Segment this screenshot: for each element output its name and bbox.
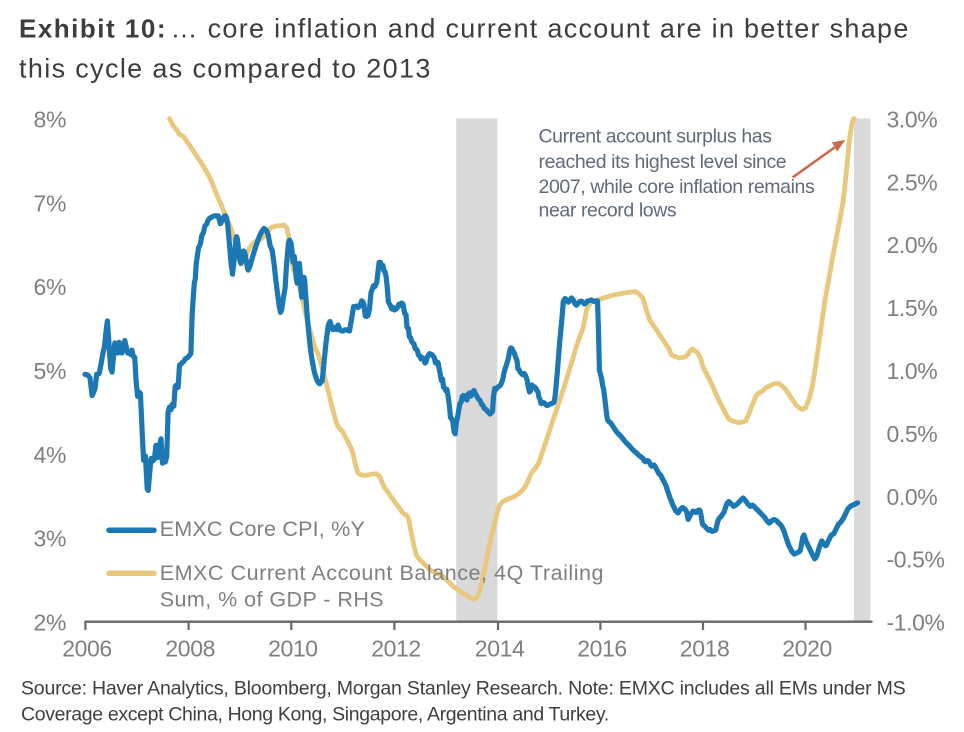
svg-text:-0.5%: -0.5% — [887, 547, 945, 573]
svg-text:1.5%: 1.5% — [887, 295, 938, 321]
svg-text:Exhibit 10:: Exhibit 10: — [19, 14, 167, 44]
svg-text:2012: 2012 — [371, 636, 421, 662]
svg-text:2008: 2008 — [165, 636, 215, 662]
svg-text:5%: 5% — [34, 358, 66, 384]
svg-text:EMXC Core CPI, %Y: EMXC Core CPI, %Y — [160, 517, 365, 541]
svg-text:2010: 2010 — [268, 636, 318, 662]
svg-text:2006: 2006 — [62, 636, 112, 662]
svg-text:1.0%: 1.0% — [887, 358, 938, 384]
svg-text:EMXC Current Account Balance,: EMXC Current Account Balance, 4Q Trailin… — [160, 561, 604, 585]
svg-text:-1.0%: -1.0% — [887, 610, 945, 636]
svg-text:2007, while core inflation rem: 2007, while core inflation remains — [539, 176, 815, 198]
svg-text:2.0%: 2.0% — [887, 232, 938, 258]
svg-text:7%: 7% — [34, 190, 66, 216]
svg-text:Sum, % of GDP - RHS: Sum, % of GDP - RHS — [160, 588, 384, 612]
svg-text:Current account surplus has: Current account surplus has — [539, 126, 773, 148]
svg-text:0.0%: 0.0% — [887, 484, 938, 510]
svg-text:Coverage except China, Hong Ko: Coverage except China, Hong Kong, Singap… — [21, 704, 609, 726]
svg-text:reached its highest level sinc: reached its highest level since — [539, 151, 787, 173]
svg-text:6%: 6% — [34, 274, 66, 300]
svg-text:3.0%: 3.0% — [887, 107, 938, 133]
svg-text:… core inflation and current a: … core inflation and current account are… — [171, 14, 910, 44]
svg-text:4%: 4% — [34, 442, 66, 468]
svg-text:2016: 2016 — [577, 636, 627, 662]
svg-text:0.5%: 0.5% — [887, 421, 938, 447]
svg-text:3%: 3% — [34, 526, 66, 552]
svg-text:near record lows: near record lows — [539, 199, 677, 221]
svg-text:this cycle as compared to 2013: this cycle as compared to 2013 — [19, 54, 432, 84]
svg-text:8%: 8% — [34, 107, 66, 133]
svg-text:2018: 2018 — [680, 636, 730, 662]
svg-text:2%: 2% — [34, 610, 66, 636]
svg-text:2.5%: 2.5% — [887, 169, 938, 195]
svg-text:Source: Haver Analytics, Bloom: Source: Haver Analytics, Bloomberg, Morg… — [21, 678, 906, 700]
svg-text:2020: 2020 — [782, 636, 832, 662]
svg-text:2014: 2014 — [475, 636, 525, 662]
